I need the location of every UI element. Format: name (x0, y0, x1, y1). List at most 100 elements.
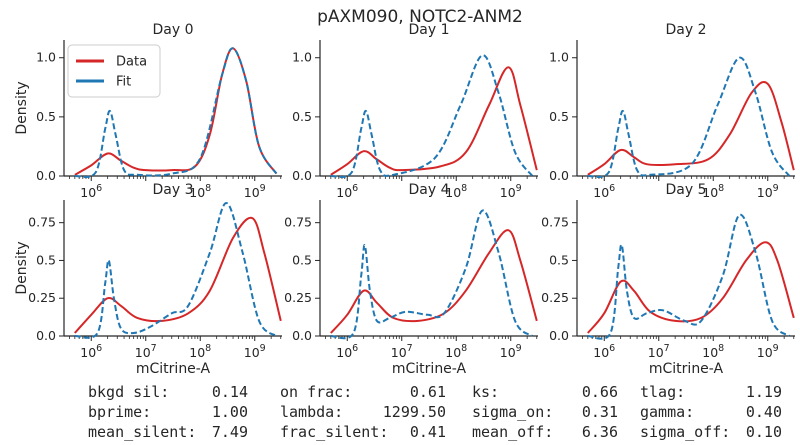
x-tick-label: 106 (593, 343, 615, 360)
legend-label: Data (116, 55, 147, 70)
legend-frame (67, 44, 161, 98)
param-name: gamma: (640, 403, 695, 421)
panel-title: Day 3 (152, 182, 193, 198)
x-tick-label: 107 (391, 343, 413, 360)
y-tick-label: 0.75 (284, 215, 312, 230)
series-fit-line (74, 202, 278, 339)
x-tick-label: 108 (702, 343, 724, 360)
figure-title: pAXM090, NOTC2-ANM2 (317, 7, 523, 27)
y-axis-label: Density (14, 241, 30, 294)
y-tick-label: 0.5 (292, 109, 312, 124)
param-name: frac_silent: (280, 423, 389, 441)
y-tick-label: 0.25 (541, 290, 569, 305)
x-tick-label: 108 (702, 183, 724, 200)
y-tick-label: 1.0 (549, 50, 569, 65)
series-fit-line (330, 54, 534, 178)
x-tick-label: 107 (648, 343, 670, 360)
series-fit-line (587, 213, 791, 340)
panel-2: Day 2 0.0 0.5 1.0 106 108 109 (549, 22, 795, 200)
y-tick-label: 0.0 (36, 168, 56, 183)
param-name: ks: (472, 383, 500, 401)
x-tick-label: 106 (336, 343, 358, 360)
x-tick-label: 106 (80, 343, 102, 360)
y-tick-label: 0.5 (36, 109, 56, 124)
param-row: bkgd sil: 0.14 on frac: 0.61 ks: 0.66 tlag: 1.1… (88, 383, 800, 402)
series-data-line (330, 229, 538, 334)
x-tick-label: 109 (244, 183, 266, 200)
panel-5: Day 5 0.0 0.25 0.5 0.75 106 107 108 109 mCitrine-… (541, 182, 795, 377)
panel-0: Day 0 0.0 0.5 1.0 Density 106 108 109 Data Fit (14, 22, 282, 200)
panel-title: Day 4 (408, 182, 449, 198)
y-axis-label: Density (14, 81, 30, 134)
y-tick-label: 0.5 (549, 252, 569, 267)
x-tick-label: 108 (189, 183, 211, 200)
x-tick-label: 108 (445, 343, 467, 360)
x-tick-label: 109 (500, 183, 522, 200)
param-name: bkgd sil: (88, 383, 170, 401)
param-name: sigma_off: (640, 423, 731, 441)
param-value: 0.41 (409, 423, 446, 441)
param-name: tlag: (640, 383, 686, 401)
x-tick-label: 106 (336, 183, 358, 200)
legend: Data Fit (67, 44, 161, 98)
x-tick-label: 106 (80, 183, 102, 200)
y-tick-label: 0.5 (36, 252, 56, 267)
param-value: 1.19 (745, 383, 782, 401)
param-value: 0.40 (745, 403, 782, 421)
series-fit-line (330, 209, 534, 340)
y-tick-label: 0.75 (541, 215, 569, 230)
panel-1: Day 1 0.0 0.5 1.0 106 108 109 (292, 22, 538, 200)
param-value: 1299.50 (382, 403, 446, 421)
param-name: sigma_on: (472, 403, 554, 421)
param-name: lambda: (280, 403, 344, 421)
panel-3: Day 3 0.0 0.25 0.5 0.75 Density 106 107 108 109 mC… (14, 182, 282, 377)
x-tick-label: 109 (757, 343, 779, 360)
x-tick-label: 106 (593, 183, 615, 200)
x-tick-label: 108 (189, 343, 211, 360)
param-name: on frac: (280, 383, 353, 401)
param-name: bprime: (88, 403, 152, 421)
panel-title: Day 1 (408, 22, 449, 38)
x-axis-label: mCitrine-A (136, 361, 211, 377)
x-tick-label: 109 (500, 343, 522, 360)
param-value: 0.66 (581, 383, 618, 401)
panel-title: Day 5 (665, 182, 706, 198)
x-tick-label: 107 (135, 343, 157, 360)
param-value: 7.49 (211, 423, 248, 441)
series-fit-line (587, 56, 791, 178)
param-row: bprime: 1.00 lambda: 1299.50 sigma_on: 0.31 ga… (88, 403, 800, 422)
param-value: 0.14 (211, 383, 248, 401)
param-value: 0.10 (745, 423, 782, 441)
y-tick-label: 0.0 (549, 168, 569, 183)
y-tick-label: 0.25 (28, 290, 56, 305)
param-value: 6.36 (581, 423, 618, 441)
panel-title: Day 2 (665, 22, 706, 38)
series-data-line (330, 66, 538, 176)
y-tick-label: 0.0 (292, 168, 312, 183)
x-axis-label: mCitrine-A (649, 361, 724, 377)
y-tick-label: 1.0 (292, 50, 312, 65)
y-tick-label: 0.0 (549, 328, 569, 343)
y-tick-label: 0.5 (292, 252, 312, 267)
param-value: 1.00 (211, 403, 248, 421)
x-axis-label: mCitrine-A (392, 361, 467, 377)
legend-label: Fit (116, 75, 131, 90)
y-tick-label: 0.25 (284, 290, 312, 305)
param-name: mean_silent: (88, 423, 197, 441)
series-data-line (74, 216, 282, 334)
x-tick-label: 108 (445, 183, 467, 200)
y-tick-label: 1.0 (36, 50, 56, 65)
param-row: mean_silent: 7.49 frac_silent: 0.41 mean_off… (88, 423, 800, 442)
fit-parameters: bkgd sil: 0.14 on frac: 0.61 ks: 0.66 tlag: 1.1… (88, 383, 800, 445)
panel-4: Day 4 0.0 0.25 0.5 0.75 106 107 108 109 mCitrine-… (284, 182, 538, 377)
param-name: mean_off: (472, 423, 554, 441)
series-data-line (587, 241, 795, 334)
series-fit-line (74, 47, 278, 178)
y-tick-label: 0.75 (28, 215, 56, 230)
y-tick-label: 0.0 (36, 328, 56, 343)
panel-title: Day 0 (152, 22, 193, 38)
x-tick-label: 109 (757, 183, 779, 200)
y-tick-label: 0.0 (292, 328, 312, 343)
